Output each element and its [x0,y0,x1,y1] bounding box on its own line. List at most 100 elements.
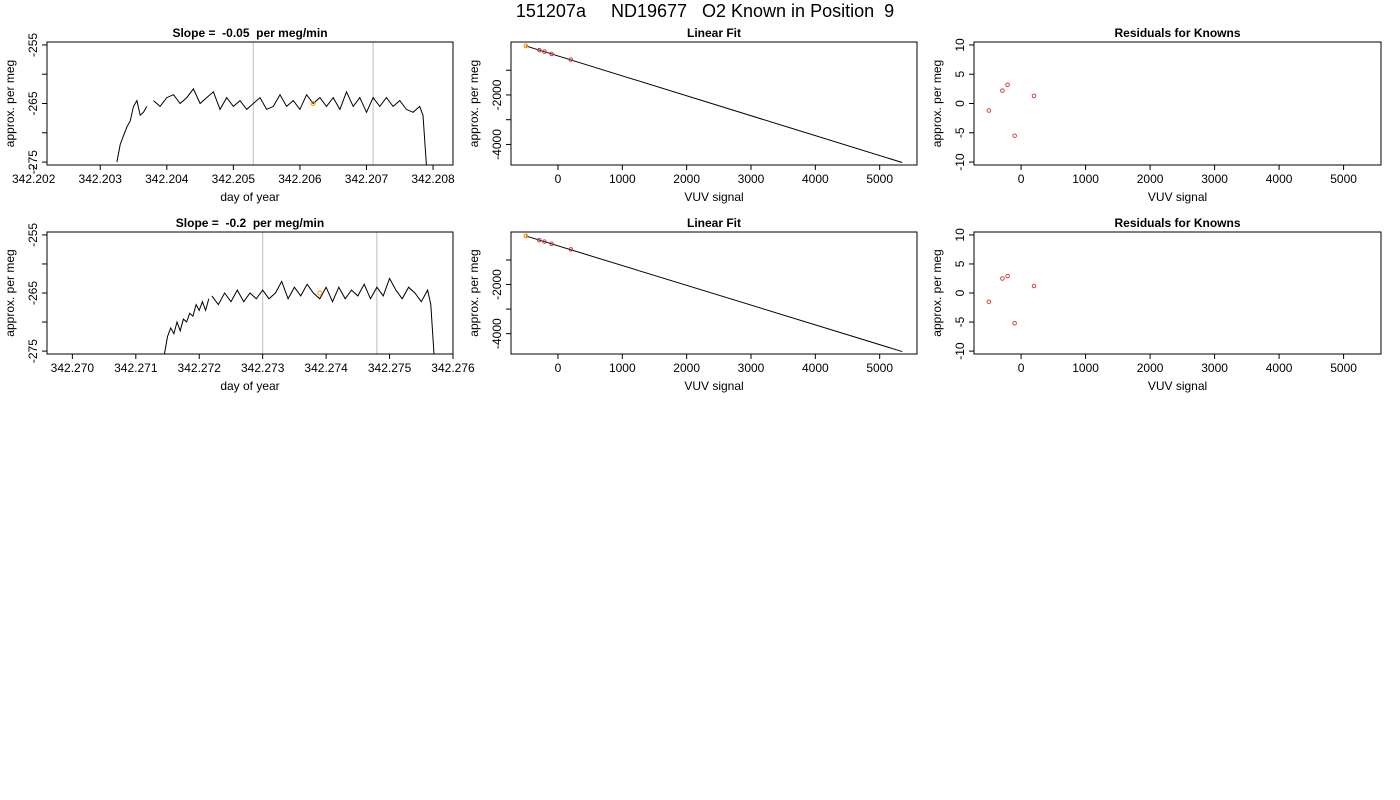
chart-title: Slope = -0.05 per meg/min [172,26,327,40]
data-trace [153,87,427,165]
x-axis-label: VUV signal [1148,190,1207,204]
y-axis-label: approx. per meg [3,60,17,147]
highlight-point [317,290,323,296]
data-point [1012,133,1017,138]
x-tick-label: 3000 [738,172,765,186]
data-point [1005,82,1010,88]
chart-panel-5: Linear Fit VUV signal approx. per meg 0 1000… [467,216,918,393]
y-axis-label: approx. per meg [3,249,17,336]
data-point [1031,93,1037,99]
chart-title: Linear Fit [687,26,741,40]
data-point [1000,88,1005,93]
chart-title: Slope = -0.2 per meg/min [176,216,324,230]
y-axis-label: approx. per meg [467,60,481,147]
y-axis-label: approx. per meg [930,60,944,147]
x-tick-label: 3000 [1201,361,1228,375]
data-point [549,241,554,247]
y-tick-label: -255 [26,223,40,247]
chart-panel-2: Linear Fit VUV signal approx. per meg 0 1000… [467,26,918,204]
data-point [549,51,554,57]
x-axis-label: VUV signal [684,379,743,393]
x-tick-label: 4000 [1266,361,1293,375]
y-tick-label: -4000 [490,129,504,160]
data-point [568,57,574,62]
x-tick-label: 1000 [1072,172,1099,186]
data-trace [116,99,148,163]
y-tick-label: 0 [953,289,967,296]
data-point [986,299,992,304]
x-tick-label: 2000 [1137,172,1164,186]
y-axis-label: approx. per meg [467,249,481,336]
x-tick-label: 0 [555,172,562,186]
x-tick-label: 3000 [738,361,765,375]
fit-line [525,235,903,353]
x-tick-label: 5000 [866,172,893,186]
y-tick-label: -275 [26,339,40,363]
data-point [1000,276,1005,281]
y-tick-label: -265 [26,281,40,305]
x-tick-label: 342.208 [411,172,455,186]
plot-frame [46,231,454,355]
chart-title: Residuals for Knowns [1114,216,1240,230]
x-tick-label: 342.271 [114,361,158,375]
highlight-point [523,233,529,239]
y-tick-label: -5 [953,127,967,138]
x-tick-label: 342.205 [212,172,256,186]
data-trace [211,277,435,354]
x-tick-label: 342.276 [431,361,475,375]
y-tick-label: 5 [953,260,967,267]
data-point [542,239,547,244]
x-tick-label: 342.206 [278,172,322,186]
x-tick-label: 342.275 [368,361,412,375]
x-tick-label: 1000 [1072,361,1099,375]
page-title: 151207a ND19677 O2 Known in Position 9 [515,1,895,21]
y-tick-label: -10 [953,342,967,360]
y-tick-label: -265 [26,91,40,115]
chart-title: Residuals for Knowns [1114,26,1240,40]
x-tick-label: 342.273 [241,361,285,375]
y-tick-label: -2000 [490,79,504,110]
plot-frame [973,231,1382,355]
y-tick-label: -5 [953,316,967,327]
y-tick-label: -4000 [490,318,504,349]
x-tick-label: 1000 [609,361,636,375]
chart-panel-3: Residuals for Knowns VUV signal approx. pe… [930,26,1382,204]
data-trace [163,298,210,354]
data-point [986,108,992,113]
x-tick-label: 5000 [1330,172,1357,186]
x-tick-label: 4000 [802,172,829,186]
x-axis-label: VUV signal [1148,379,1207,393]
highlight-point [523,43,529,49]
x-tick-label: 4000 [1266,172,1293,186]
data-point [568,247,574,252]
x-axis-label: VUV signal [684,190,743,204]
data-point [537,237,542,243]
y-tick-label: 10 [953,38,967,52]
data-point [1031,283,1037,289]
y-tick-label: -10 [953,153,967,171]
data-point [1012,320,1017,326]
data-point [542,49,547,54]
plot-area [523,43,903,164]
y-tick-label: 5 [953,71,967,78]
x-tick-label: 342.207 [345,172,389,186]
x-tick-label: 342.274 [304,361,348,375]
x-tick-label: 1000 [609,172,636,186]
x-tick-label: 342.204 [145,172,189,186]
x-tick-label: 342.270 [51,361,95,375]
x-tick-label: 0 [555,361,562,375]
x-tick-label: 342.202 [12,172,56,186]
x-tick-label: 342.272 [178,361,222,375]
y-tick-label: -275 [26,150,40,174]
y-tick-label: -2000 [490,269,504,300]
x-tick-label: 2000 [673,172,700,186]
chart-panel-6: Residuals for Knowns VUV signal approx. pe… [930,216,1382,393]
x-tick-label: 4000 [802,361,829,375]
plot-area [523,233,903,353]
x-axis-label: day of year [220,190,279,204]
x-axis-label: day of year [220,379,279,393]
x-tick-label: 2000 [1137,361,1164,375]
y-tick-label: 10 [953,228,967,242]
data-point [1005,273,1010,279]
